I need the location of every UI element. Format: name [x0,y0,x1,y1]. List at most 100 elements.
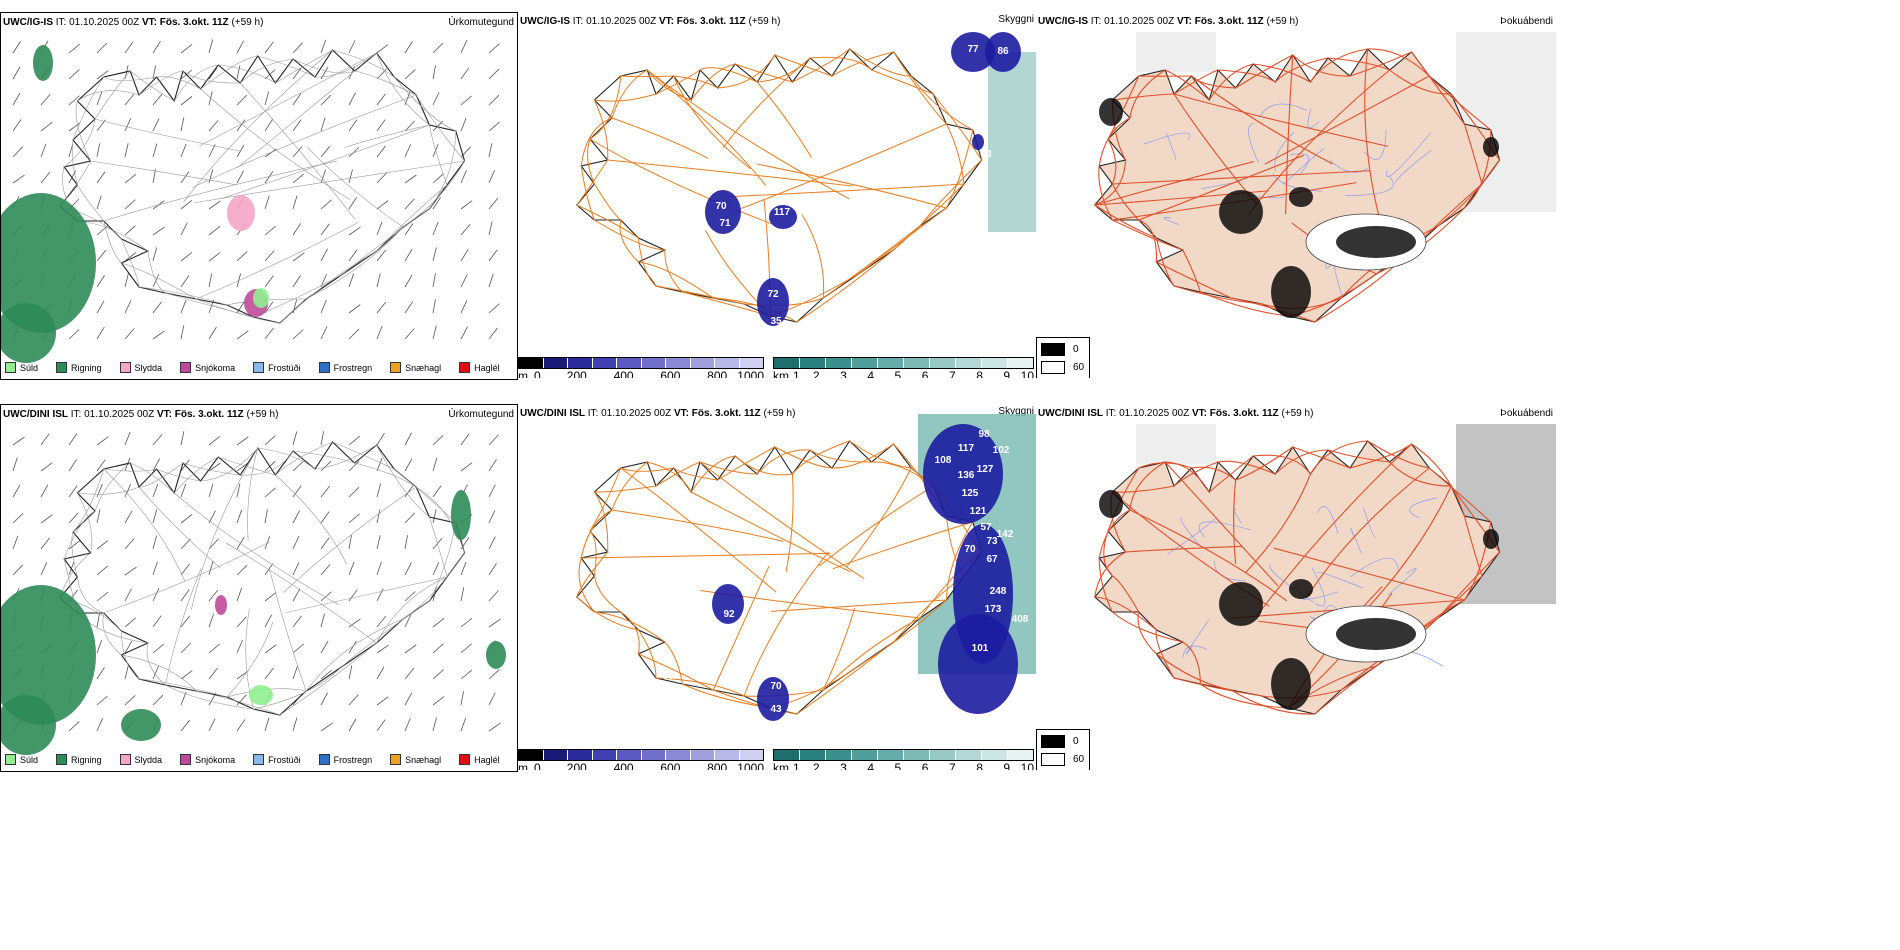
scale-unit: km [773,761,789,770]
legend-label: Snæhagl [405,754,442,765]
low-cloud-area [972,134,984,150]
cloud-base-value: 43 [770,704,782,715]
scale-tick: 7 [948,761,956,770]
road-network [576,48,983,323]
scale-tick: 1000 [737,761,764,770]
cloud-base-value: 101 [972,643,989,654]
legend-swatch [253,754,265,765]
rain-area [1,303,56,363]
scale-tick: 4 [867,761,874,770]
scale-tick: 6 [921,761,929,770]
color-bar [773,749,1034,761]
panel-title: UWC/IG-IS IT: 01.10.2025 00Z VT: Fös. 3.… [1038,16,1299,27]
drizzle-area [253,288,269,308]
legend-swatch [5,754,16,765]
legend-swatch [56,754,68,765]
legend-label: Frostregn [333,362,373,373]
scale-unit: m [518,369,528,378]
coastline [576,440,983,715]
legend-item: Snæhagl [390,362,441,373]
legend-item: Snjókoma [180,754,235,765]
scale-tick: 3 [840,369,847,378]
cloud-base-value: 77 [967,44,979,55]
precip-legend: Súld Rigning Slydda Snjókoma Frostúði Frostre… [5,362,500,373]
legend-label: Haglél [474,362,500,373]
low-cloud-area [951,32,995,72]
legend-swatch [459,362,471,373]
scale-tick: 200 [566,761,587,770]
cloud-base-value: 65 [662,671,674,682]
scale-tick: 8 [976,761,983,770]
coastline [576,48,983,323]
legend-label: Rigning [71,754,102,765]
low-cloud-area [985,32,1021,72]
fog-area [1483,529,1499,549]
fog-map [1094,32,1556,323]
legend-swatch [390,362,402,373]
scale-tick: 600 [660,369,681,378]
legend-label: Rigning [71,362,102,373]
scale-tick: 800 [707,369,728,378]
snow-area [215,595,227,615]
precip-map [1,39,500,363]
legend-swatch [253,362,265,373]
legend-swatch [119,754,131,765]
cloud-base-value: 73 [986,536,998,547]
rain-area [486,641,506,669]
scale-tick: 4 [867,369,874,378]
scale-tick: 5 [894,761,902,770]
legend-label: Frostregn [333,754,373,765]
drizzle-area [249,685,273,705]
scale-tick: 800 [707,761,728,770]
cloud-base-scale: m 0 200 400 600 800 1000 [518,357,768,378]
scale-tick: 9 [1003,369,1011,378]
fog-area [1289,579,1313,599]
panel-title: UWC/DINI ISL IT: 01.10.2025 00Z VT: Fös.… [1038,408,1314,419]
cloud-base-value: 117 [774,207,791,218]
scale-tick: 10 [1020,761,1034,770]
cloud-base-value: 127 [977,464,994,475]
scale-tick: 600 [660,761,681,770]
coastline [59,441,466,716]
fog-area [1099,98,1123,126]
legend-label: Snæhagl [405,362,442,373]
fog-area [1271,658,1311,710]
legend-label: Frostúði [268,754,301,765]
legend-label: Haglél [474,754,500,765]
color-bar [518,749,764,761]
legend-item: Snjókoma [180,362,235,373]
legend-item: Slydda [119,362,163,373]
cloud-base-value: 108 [935,455,952,466]
legend-label: Snjókoma [195,754,236,765]
scale-tick: 6 [921,369,929,378]
low-cloud-area [923,424,1003,524]
rain-area [1,695,56,755]
legend-item: Frostúði [253,362,301,373]
cloud-base-scale: m 0 200 400 600 800 1000 [518,749,768,770]
legend-item: Frostregn [318,362,373,373]
cloud-map: 77 86 70 71 117 151 72 35 67 11 23 33 [556,32,1036,327]
scale-tick: 2 [812,761,820,770]
panel-name: Úrkomutegund [448,409,514,420]
scale-tick: 200 [566,369,587,378]
panel-title: UWC/IG-IS IT: 01.10.2025 00Z VT: Fös. 3.… [520,16,781,27]
legend-swatch [180,362,192,373]
legend-item: Snæhagl [390,754,441,765]
scale-tick: 9 [1003,761,1011,770]
cloud-base-value: 408 [1012,614,1029,625]
visibility-scale: km 1 2 3 4 5 6 7 8 9 10 [773,749,1036,770]
road-network [59,441,465,716]
cloud-base-value: 57 [980,522,992,533]
panel-name: Þokuábendi [1500,408,1553,419]
scale-tick: 2 [812,369,820,378]
precip-panel-2: UWC/DINI ISL IT: 01.10.2025 00Z VT: Fös.… [0,404,518,772]
rivers [1167,497,1444,667]
panel-title: UWC/DINI ISL IT: 01.10.2025 00Z VT: Fös.… [520,408,796,419]
rain-area [1,585,96,725]
cloud-base-value: 142 [997,529,1014,540]
fog-scale: 0 60 [1036,337,1090,378]
legend-label: Slydda [134,362,163,373]
color-bar [518,357,764,369]
fog-area [1271,266,1311,318]
